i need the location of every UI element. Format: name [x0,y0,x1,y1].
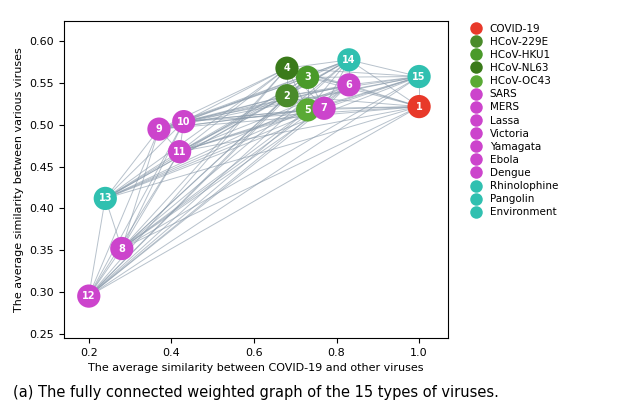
Point [175,148,185,155]
Text: 4: 4 [284,63,291,73]
Point [154,126,164,132]
Text: 1: 1 [416,102,422,112]
Text: 2: 2 [284,91,291,101]
Y-axis label: The average similarity between various viruses: The average similarity between various v… [14,47,24,311]
Text: 12: 12 [82,291,95,301]
Text: (a) The fully connected weighted graph of the 15 types of viruses.: (a) The fully connected weighted graph o… [13,385,499,400]
Text: 5: 5 [304,105,311,115]
Point [84,293,94,300]
Text: 15: 15 [412,72,426,82]
Point [414,73,424,80]
Point [179,118,189,125]
Point [303,107,313,113]
Point [282,65,292,71]
Text: 11: 11 [173,147,186,157]
Text: 13: 13 [99,193,112,204]
Text: 8: 8 [118,243,125,253]
Point [414,103,424,110]
Legend: COVID-19, HCoV-229E, HCoV-HKU1, HCoV-NL63, HCoV-OC43, SARS, MERS, Lassa, Victori: COVID-19, HCoV-229E, HCoV-HKU1, HCoV-NL6… [465,23,559,218]
Text: 6: 6 [346,80,352,90]
Point [116,245,127,252]
Point [303,74,313,81]
Point [344,56,354,63]
Text: 7: 7 [321,103,328,113]
Point [282,92,292,99]
Text: 14: 14 [342,55,356,65]
Point [319,105,329,112]
Text: 9: 9 [156,124,163,134]
Text: 3: 3 [304,73,311,82]
Text: 10: 10 [177,117,191,126]
X-axis label: The average similarity between COVID-19 and other viruses: The average similarity between COVID-19 … [88,363,424,373]
Point [344,82,354,88]
Point [100,195,111,202]
